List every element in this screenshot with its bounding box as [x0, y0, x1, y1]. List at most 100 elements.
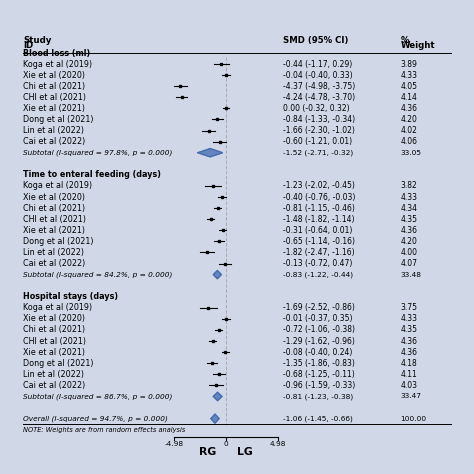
- Text: 3.75: 3.75: [401, 303, 418, 312]
- Text: -0.40 (-0.76, -0.03): -0.40 (-0.76, -0.03): [283, 192, 355, 201]
- Text: -0.72 (-1.06, -0.38): -0.72 (-1.06, -0.38): [283, 326, 355, 335]
- Text: Cai et al (2022): Cai et al (2022): [23, 259, 86, 268]
- Text: 4.14: 4.14: [401, 93, 418, 102]
- Text: -1.23 (-2.02, -0.45): -1.23 (-2.02, -0.45): [283, 182, 355, 191]
- Text: Koga et al (2019): Koga et al (2019): [23, 303, 92, 312]
- Text: -0.44 (-1.17, 0.29): -0.44 (-1.17, 0.29): [283, 60, 352, 69]
- Polygon shape: [211, 414, 219, 423]
- Text: -0.13 (-0.72, 0.47): -0.13 (-0.72, 0.47): [283, 259, 352, 268]
- Text: -0.60 (-1.21, 0.01): -0.60 (-1.21, 0.01): [283, 137, 352, 146]
- Text: 4.36: 4.36: [401, 337, 418, 346]
- Text: 4.03: 4.03: [401, 381, 418, 390]
- Text: Cai et al (2022): Cai et al (2022): [23, 381, 86, 390]
- Text: Lin et al (2022): Lin et al (2022): [23, 370, 84, 379]
- Text: Subtotal (I-squared = 86.7%, p = 0.000): Subtotal (I-squared = 86.7%, p = 0.000): [23, 393, 173, 400]
- Text: Koga et al (2019): Koga et al (2019): [23, 182, 92, 191]
- Text: Dong et al (2021): Dong et al (2021): [23, 237, 94, 246]
- Text: Chi et al (2021): Chi et al (2021): [23, 82, 85, 91]
- Text: Study: Study: [23, 36, 52, 46]
- Text: CHI et al (2021): CHI et al (2021): [23, 93, 86, 102]
- Text: -1.48 (-1.82, -1.14): -1.48 (-1.82, -1.14): [283, 215, 354, 224]
- Text: 4.36: 4.36: [401, 226, 418, 235]
- Text: Xie et al (2020): Xie et al (2020): [23, 314, 85, 323]
- Text: Lin et al (2022): Lin et al (2022): [23, 248, 84, 257]
- Text: 33.47: 33.47: [401, 393, 421, 400]
- Text: 4.33: 4.33: [401, 314, 418, 323]
- Text: 4.35: 4.35: [401, 326, 418, 335]
- Text: Overall (I-squared = 94.7%, p = 0.000): Overall (I-squared = 94.7%, p = 0.000): [23, 415, 168, 422]
- Text: Chi et al (2021): Chi et al (2021): [23, 204, 85, 213]
- Text: 33.48: 33.48: [401, 272, 421, 278]
- Text: 4.05: 4.05: [401, 82, 418, 91]
- Text: Weight: Weight: [401, 41, 435, 50]
- Text: 4.02: 4.02: [401, 126, 418, 135]
- Text: 4.07: 4.07: [401, 259, 418, 268]
- Text: -0.81 (-1.15, -0.46): -0.81 (-1.15, -0.46): [283, 204, 355, 213]
- Text: 4.18: 4.18: [401, 359, 417, 368]
- Text: 4.06: 4.06: [401, 137, 418, 146]
- Text: 3.82: 3.82: [401, 182, 417, 191]
- Text: Subtotal (I-squared = 97.8%, p = 0.000): Subtotal (I-squared = 97.8%, p = 0.000): [23, 149, 173, 156]
- Text: -1.29 (-1.62, -0.96): -1.29 (-1.62, -0.96): [283, 337, 355, 346]
- Text: -0.83 (-1.22, -0.44): -0.83 (-1.22, -0.44): [283, 271, 353, 278]
- Text: 3.89: 3.89: [401, 60, 418, 69]
- Text: 4.11: 4.11: [401, 370, 417, 379]
- Text: -1.69 (-2.52, -0.86): -1.69 (-2.52, -0.86): [283, 303, 355, 312]
- Text: 0: 0: [224, 441, 228, 447]
- Text: 33.05: 33.05: [401, 150, 421, 156]
- Text: RG: RG: [199, 447, 216, 457]
- Text: -0.08 (-0.40, 0.24): -0.08 (-0.40, 0.24): [283, 347, 352, 356]
- Text: -0.68 (-1.25, -0.11): -0.68 (-1.25, -0.11): [283, 370, 355, 379]
- Text: 4.34: 4.34: [401, 204, 418, 213]
- Text: -1.66 (-2.30, -1.02): -1.66 (-2.30, -1.02): [283, 126, 355, 135]
- Text: CHI et al (2021): CHI et al (2021): [23, 337, 86, 346]
- Text: -4.37 (-4.98, -3.75): -4.37 (-4.98, -3.75): [283, 82, 355, 91]
- Text: Cai et al (2022): Cai et al (2022): [23, 137, 86, 146]
- Text: 100.00: 100.00: [401, 416, 427, 421]
- Text: SMD (95% CI): SMD (95% CI): [283, 36, 348, 46]
- Text: %: %: [401, 36, 409, 46]
- Text: -0.31 (-0.64, 0.01): -0.31 (-0.64, 0.01): [283, 226, 352, 235]
- Text: Lin et al (2022): Lin et al (2022): [23, 126, 84, 135]
- Text: -1.35 (-1.86, -0.83): -1.35 (-1.86, -0.83): [283, 359, 355, 368]
- Text: 4.35: 4.35: [401, 215, 418, 224]
- Text: Subtotal (I-squared = 84.2%, p = 0.000): Subtotal (I-squared = 84.2%, p = 0.000): [23, 271, 173, 278]
- Text: Blood loss (ml): Blood loss (ml): [23, 48, 91, 57]
- Text: -0.04 (-0.40, 0.33): -0.04 (-0.40, 0.33): [283, 71, 352, 80]
- Text: -0.01 (-0.37, 0.35): -0.01 (-0.37, 0.35): [283, 314, 352, 323]
- Text: 4.00: 4.00: [401, 248, 418, 257]
- Text: LG: LG: [237, 447, 253, 457]
- Text: 4.33: 4.33: [401, 71, 418, 80]
- Text: -0.81 (-1.23, -0.38): -0.81 (-1.23, -0.38): [283, 393, 353, 400]
- Text: ID: ID: [23, 41, 34, 50]
- Text: Dong et al (2021): Dong et al (2021): [23, 115, 94, 124]
- Text: NOTE: Weights are from random effects analysis: NOTE: Weights are from random effects an…: [23, 427, 186, 433]
- Polygon shape: [198, 148, 223, 157]
- Text: 4.33: 4.33: [401, 192, 418, 201]
- Text: Xie et al (2020): Xie et al (2020): [23, 71, 85, 80]
- Text: -1.82 (-2.47, -1.16): -1.82 (-2.47, -1.16): [283, 248, 355, 257]
- Text: 0.00 (-0.32, 0.32): 0.00 (-0.32, 0.32): [283, 104, 349, 113]
- Text: Koga et al (2019): Koga et al (2019): [23, 60, 92, 69]
- Text: Time to enteral feeding (days): Time to enteral feeding (days): [23, 170, 161, 179]
- Text: Xie et al (2021): Xie et al (2021): [23, 347, 85, 356]
- Text: 4.20: 4.20: [401, 237, 418, 246]
- Text: 4.98: 4.98: [270, 441, 287, 447]
- Text: -0.96 (-1.59, -0.33): -0.96 (-1.59, -0.33): [283, 381, 355, 390]
- Text: -1.06 (-1.45, -0.66): -1.06 (-1.45, -0.66): [283, 415, 353, 422]
- Text: 4.36: 4.36: [401, 104, 418, 113]
- Text: CHI et al (2021): CHI et al (2021): [23, 215, 86, 224]
- Text: Xie et al (2020): Xie et al (2020): [23, 192, 85, 201]
- Polygon shape: [213, 392, 222, 401]
- Text: -0.84 (-1.33, -0.34): -0.84 (-1.33, -0.34): [283, 115, 355, 124]
- Text: Hospital stays (days): Hospital stays (days): [23, 292, 118, 301]
- Text: Chi et al (2021): Chi et al (2021): [23, 326, 85, 335]
- Text: Xie et al (2021): Xie et al (2021): [23, 226, 85, 235]
- Text: Dong et al (2021): Dong et al (2021): [23, 359, 94, 368]
- Text: 4.36: 4.36: [401, 347, 418, 356]
- Text: 4.20: 4.20: [401, 115, 418, 124]
- Text: -4.98: -4.98: [164, 441, 183, 447]
- Text: -4.24 (-4.78, -3.70): -4.24 (-4.78, -3.70): [283, 93, 355, 102]
- Polygon shape: [213, 270, 221, 279]
- Text: -1.52 (-2.71, -0.32): -1.52 (-2.71, -0.32): [283, 149, 353, 156]
